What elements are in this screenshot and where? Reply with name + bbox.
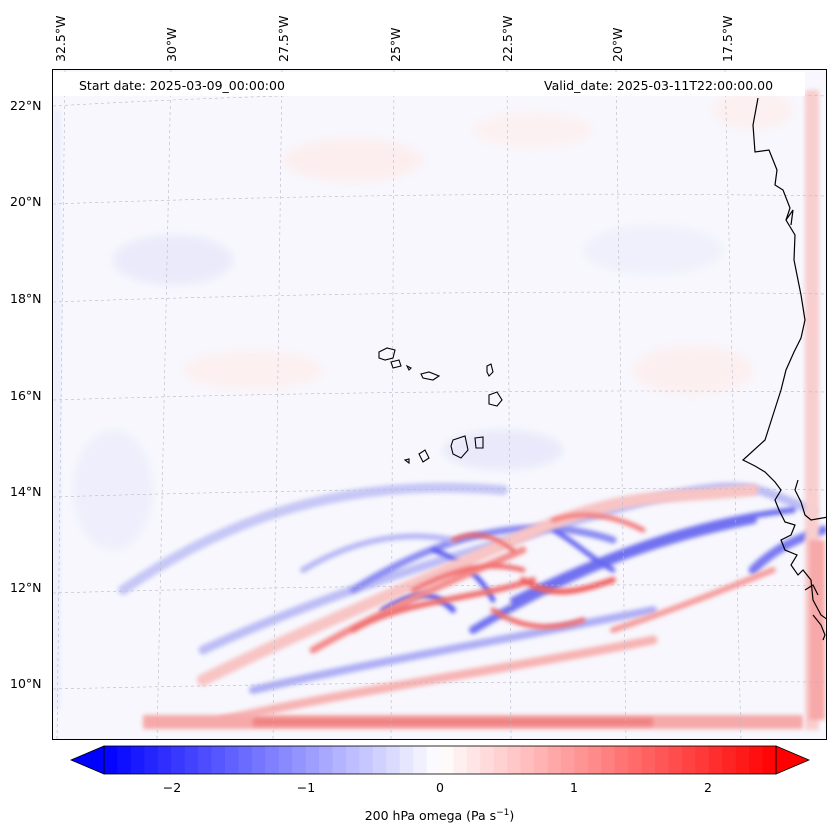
- colorbar-cell: [641, 746, 656, 774]
- colorbar-cell: [520, 746, 535, 774]
- colorbar-cell: [413, 746, 428, 774]
- coastline: [741, 97, 826, 641]
- colorbar-extend-low: [70, 745, 105, 775]
- lon-label-25w: 25°W: [388, 27, 403, 62]
- lat-label-10n: 10°N: [10, 676, 42, 691]
- map-panel: [52, 69, 827, 740]
- colorbar-cell: [749, 746, 764, 774]
- colorbar-cell: [507, 746, 522, 774]
- lon-label-22-5w: 22.5°W: [500, 15, 515, 62]
- graticule: [53, 70, 826, 739]
- colorbar-label: 200 hPa omega (Pa s−1): [0, 808, 837, 823]
- lat-label-22n: 22°N: [10, 98, 42, 113]
- colorbar-cell: [278, 746, 293, 774]
- colorbar-cell: [695, 746, 710, 774]
- lon-label-32-5w: 32.5°W: [53, 15, 68, 62]
- colorbar-cell: [493, 746, 508, 774]
- colorbar-tick-0: 0: [436, 780, 444, 795]
- colorbar-tick-minus-1: −1: [296, 780, 316, 795]
- colorbar-label-exponent: −1: [496, 808, 510, 818]
- colorbar-cell: [601, 746, 616, 774]
- ascending-motion-streaks: [197, 484, 776, 725]
- lat-label-14n: 14°N: [10, 484, 42, 499]
- colorbar-cell: [466, 746, 481, 774]
- lon-label-27-5w: 27.5°W: [276, 15, 291, 62]
- colorbar-cell: [681, 746, 696, 774]
- colorbar-cell: [171, 746, 186, 774]
- start-date-label: Start date: 2025-03-09_00:00:00: [79, 78, 285, 93]
- colorbar-tick-2: 2: [704, 780, 712, 795]
- lat-label-16n: 16°N: [10, 388, 42, 403]
- lat-label-18n: 18°N: [10, 291, 42, 306]
- cape-verde-islands: [378, 347, 503, 465]
- colorbar: [70, 745, 810, 775]
- colorbar-label-suffix: ): [509, 808, 515, 824]
- colorbar-tick-minus-2: −2: [162, 780, 182, 795]
- colorbar-cell: [332, 746, 347, 774]
- colorbar-cell: [144, 746, 159, 774]
- lon-label-20w: 20°W: [610, 27, 625, 62]
- colorbar-cell: [708, 746, 723, 774]
- lon-label-17-5w: 17.5°W: [720, 15, 735, 62]
- colorbar-cell: [440, 746, 454, 774]
- colorbar-cell: [117, 746, 132, 774]
- colorbar-cell: [587, 746, 602, 774]
- colorbar-extend-high: [775, 745, 810, 775]
- colorbar-cell: [224, 746, 239, 774]
- colorbar-cell: [386, 746, 401, 774]
- colorbar-cell: [292, 746, 307, 774]
- colorbar-cell: [722, 746, 737, 774]
- colorbar-outline: [103, 745, 777, 775]
- colorbar-label-prefix: 200 hPa omega (Pa s: [364, 808, 497, 824]
- colorbar-cell: [130, 746, 145, 774]
- colorbar-cell: [735, 746, 750, 774]
- colorbar-cell: [628, 746, 643, 774]
- colorbar-cell: [574, 746, 589, 774]
- colorbar-cell: [372, 746, 387, 774]
- colorbar-cell: [184, 746, 199, 774]
- colorbar-cell: [534, 746, 549, 774]
- colorbar-cell: [251, 746, 266, 774]
- colorbar-cell: [359, 746, 374, 774]
- colorbar-cell: [655, 746, 669, 774]
- lat-label-20n: 20°N: [10, 194, 42, 209]
- colorbar-cell: [157, 746, 172, 774]
- colorbar-cell: [426, 746, 441, 774]
- colorbar-cell: [305, 746, 320, 774]
- colorbar-cell: [547, 746, 562, 774]
- colorbar-cell: [319, 746, 333, 774]
- colorbar-cells: [104, 746, 777, 774]
- colorbar-cell: [198, 746, 213, 774]
- background-field: [73, 90, 793, 550]
- colorbar-cell: [453, 746, 468, 774]
- colorbar-cell: [104, 746, 118, 774]
- colorbar-cell: [614, 746, 629, 774]
- colorbar-cell: [560, 746, 575, 774]
- colorbar-cell: [265, 746, 280, 774]
- valid-date-label: Valid_date: 2025-03-11T22:00:00.00: [544, 78, 774, 93]
- colorbar-cell: [238, 746, 253, 774]
- colorbar-cell: [399, 746, 414, 774]
- colorbar-cell: [211, 746, 226, 774]
- omega-field-map: [53, 70, 826, 739]
- colorbar-cell: [762, 746, 777, 774]
- colorbar-cell: [345, 746, 360, 774]
- lon-label-30w: 30°W: [164, 27, 179, 62]
- lat-label-12n: 12°N: [10, 580, 42, 595]
- date-header-band: [53, 72, 805, 96]
- colorbar-cell: [668, 746, 683, 774]
- colorbar-tick-1: 1: [570, 780, 578, 795]
- colorbar-cell: [480, 746, 495, 774]
